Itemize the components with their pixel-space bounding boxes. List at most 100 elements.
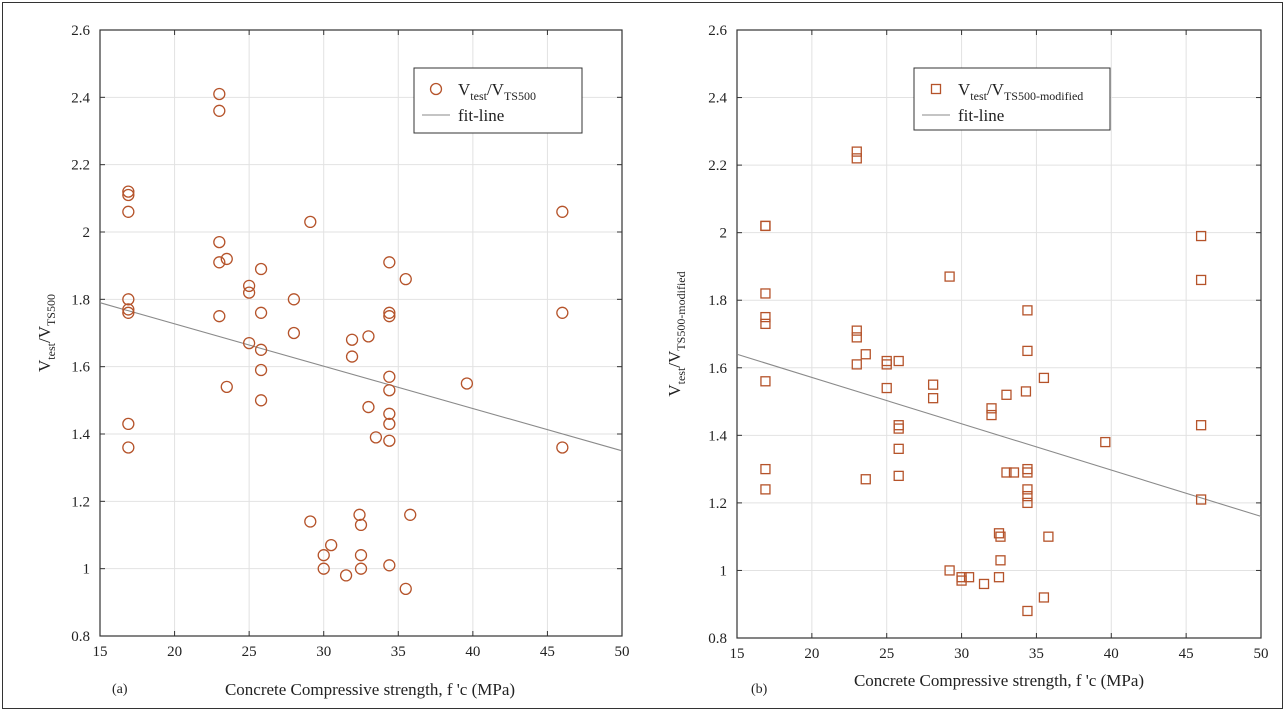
- data-point: [986, 409, 997, 421]
- y-tick-label: 2: [720, 226, 728, 242]
- data-point: [122, 441, 135, 454]
- data-point: [254, 343, 268, 356]
- data-point: [893, 423, 904, 434]
- y-tick-label: 1.8: [71, 292, 90, 308]
- data-point: [383, 310, 396, 323]
- legend-marker: [930, 83, 942, 95]
- data-point: [242, 279, 256, 293]
- chart-b: 15 20 25 30 35 40 45 50 0.8 1 1.2 1.4 1.6 1.8 2 2.2 2.4 2…: [665, 23, 1269, 697]
- data-point: [1195, 230, 1207, 242]
- x-tick-label: 15: [730, 646, 745, 662]
- data-point: [122, 205, 135, 218]
- legend-series-part: TS500: [504, 89, 536, 103]
- data-point: [760, 484, 771, 495]
- data-point: [354, 549, 368, 562]
- legend-series-label: Vtest/VTS500-modified: [958, 80, 1083, 103]
- data-point: [995, 531, 1006, 542]
- y-axis-label: Vtest/VTS500-modified: [665, 271, 688, 396]
- data-point: [995, 555, 1006, 566]
- data-point: [944, 565, 955, 576]
- x-tick-label: 50: [1254, 646, 1269, 662]
- data-point: [1195, 274, 1207, 286]
- x-axis-label: Concrete Compressive strength, f 'c (MPa…: [854, 671, 1144, 690]
- y-axis-label: Vtest/VTS500: [35, 294, 58, 372]
- data-point: [893, 470, 904, 482]
- x-tick-label: 20: [167, 644, 182, 660]
- data-point: [362, 400, 375, 414]
- data-point: [1043, 531, 1054, 542]
- data-point: [383, 407, 396, 420]
- y-tick-label: 1.6: [708, 361, 727, 377]
- x-tick-label: 50: [615, 644, 630, 660]
- data-point: [927, 379, 939, 390]
- axes-box: [99, 29, 623, 637]
- legend-fit-label: fit-line: [958, 106, 1004, 125]
- legend-marker: [429, 82, 443, 96]
- data-point: [213, 87, 226, 101]
- y-tick-label: 0.8: [708, 631, 727, 647]
- legend-box: [413, 67, 583, 134]
- y-axis-label-part: V: [665, 384, 684, 397]
- data-point: [345, 350, 359, 363]
- y-tick-label: 2.4: [71, 90, 90, 106]
- legend-series-part: /V: [987, 80, 1005, 99]
- data-point: [354, 518, 368, 532]
- data-point: [304, 215, 317, 229]
- data-point: [213, 256, 226, 269]
- x-tick-label: 45: [1179, 646, 1194, 662]
- y-tick-label: 1.4: [708, 428, 727, 444]
- data-point: [993, 528, 1005, 539]
- data-point: [1008, 467, 1020, 478]
- data-point: [122, 185, 135, 198]
- data-point: [860, 349, 871, 360]
- plot-area: [737, 30, 1261, 638]
- data-point: [881, 382, 892, 394]
- data-point: [339, 569, 353, 582]
- legend-series-label: Vtest/VTS500: [458, 80, 536, 103]
- legend-series-part: test: [470, 89, 487, 103]
- y-tick-label: 1: [83, 562, 91, 578]
- data-point: [122, 417, 135, 431]
- x-axis-label: Concrete Compressive strength, f 'c (MPa…: [225, 680, 515, 699]
- legend-series-part: V: [958, 80, 971, 99]
- legend-series-part: TS500-modified: [1004, 89, 1083, 103]
- data-point: [383, 306, 396, 319]
- data-point: [1022, 605, 1033, 617]
- data-point: [287, 293, 301, 306]
- y-axis-label-part: /V: [665, 350, 684, 368]
- x-tick-label: 25: [879, 646, 894, 662]
- data-point: [944, 271, 955, 282]
- data-point: [760, 220, 771, 232]
- data-point: [242, 336, 256, 350]
- data-point: [354, 562, 368, 575]
- data-point: [220, 252, 233, 266]
- fit-line: [736, 353, 1262, 517]
- data-point: [978, 578, 990, 590]
- data-point: [893, 443, 904, 454]
- data-point: [1001, 467, 1012, 478]
- data-point: [927, 393, 939, 404]
- y-tick-label: 1.4: [71, 427, 90, 443]
- panel-label: (b): [751, 682, 768, 697]
- data-point: [1022, 305, 1033, 316]
- data-point: [304, 515, 317, 528]
- y-tick-label: 2.2: [708, 158, 727, 174]
- data-point: [287, 326, 301, 340]
- panel-label: (a): [112, 682, 128, 697]
- data-point: [254, 306, 268, 319]
- data-point: [851, 146, 862, 157]
- data-point: [760, 288, 771, 299]
- chart-a: 15 20 25 30 35 40 45 50 0.8 1 1.2 1.4 1.6 1.8 2 2.2 2.4 2…: [35, 23, 630, 699]
- data-point: [1022, 467, 1033, 478]
- data-point: [213, 235, 226, 249]
- fit-line: [99, 302, 623, 452]
- data-point: [383, 256, 396, 269]
- data-point: [369, 431, 383, 444]
- data-point: [1038, 372, 1050, 384]
- y-tick-label: 2.4: [708, 91, 727, 107]
- legend-series-part: /V: [487, 80, 505, 99]
- data-point: [122, 306, 135, 319]
- data-point: [383, 370, 396, 383]
- data-point: [220, 380, 233, 394]
